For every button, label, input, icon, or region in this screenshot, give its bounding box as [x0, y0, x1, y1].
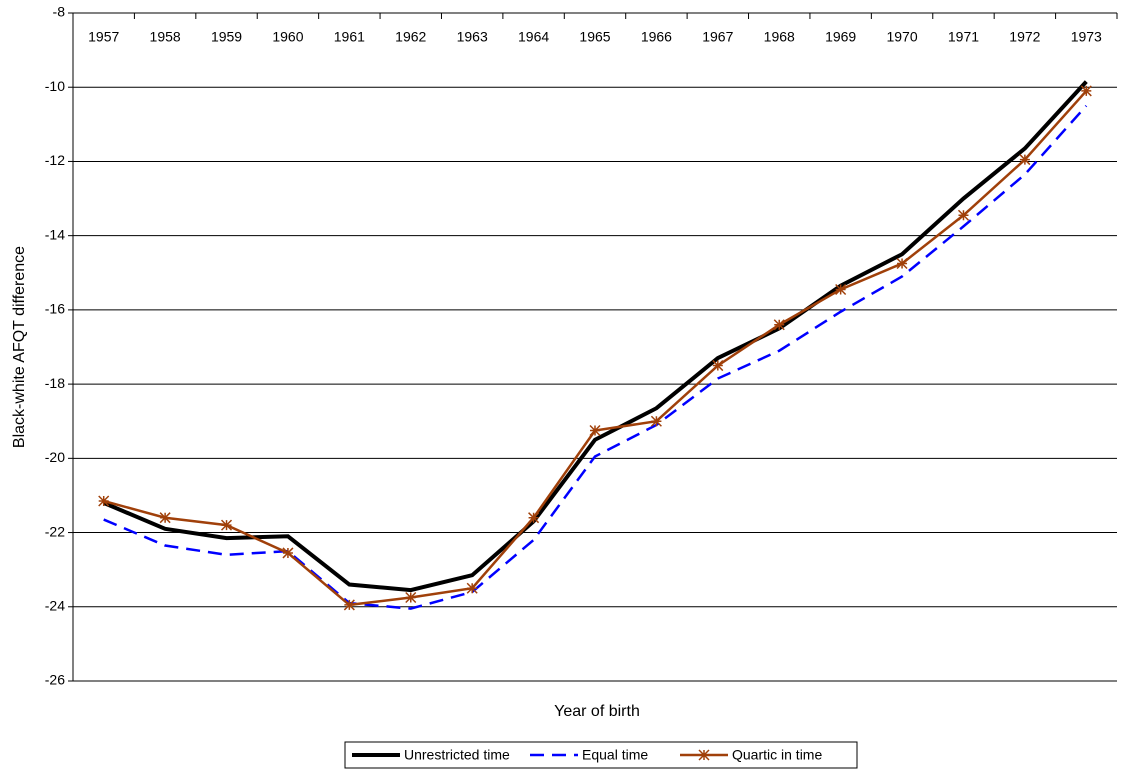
x-tick-label: 1968	[764, 29, 795, 45]
x-tick-label: 1957	[88, 29, 119, 45]
y-tick-label: -20	[45, 449, 65, 465]
x-tick-label: 1964	[518, 29, 549, 45]
series-line	[103, 104, 1088, 610]
y-tick-label: -22	[45, 523, 65, 539]
x-tick-label: 1962	[395, 29, 426, 45]
point-marker	[159, 512, 171, 524]
point-marker	[528, 512, 540, 524]
point-marker	[712, 360, 724, 372]
point-marker	[896, 257, 908, 270]
y-tick-label: -16	[45, 301, 65, 317]
point-marker	[589, 424, 601, 437]
point-marker	[1019, 154, 1031, 166]
point-marker	[466, 582, 478, 594]
x-axis-title: Year of birth	[554, 703, 640, 720]
y-tick-label: -26	[45, 672, 65, 688]
x-tick-label: 1963	[457, 29, 488, 45]
legend-marker	[698, 749, 710, 761]
point-marker	[1080, 85, 1092, 97]
point-marker	[282, 547, 294, 559]
x-tick-label: 1972	[1009, 29, 1040, 45]
x-tick-label: 1971	[948, 29, 979, 45]
legend-label: Equal time	[582, 747, 648, 763]
y-tick-label: -24	[45, 597, 65, 613]
x-tick-label: 1960	[272, 29, 303, 45]
x-tick-label: 1959	[211, 29, 242, 45]
series-line	[102, 80, 1088, 593]
point-marker	[773, 319, 785, 331]
x-tick-label: 1966	[641, 29, 672, 45]
point-marker	[343, 599, 355, 611]
legend-label: Unrestricted time	[404, 747, 510, 763]
point-marker	[835, 283, 847, 296]
y-tick-label: -18	[45, 375, 65, 391]
x-tick-label: 1967	[702, 29, 733, 45]
point-marker	[650, 415, 662, 427]
y-tick-label: -10	[45, 78, 65, 94]
point-marker	[957, 209, 970, 221]
y-tick-label: -14	[45, 226, 65, 242]
x-tick-label: 1969	[825, 29, 856, 45]
x-tick-label: 1958	[150, 29, 181, 45]
x-tick-label: 1965	[579, 29, 610, 45]
point-marker	[220, 519, 233, 531]
y-tick-label: -12	[45, 152, 65, 168]
legend-box	[344, 741, 858, 769]
x-tick-label: 1961	[334, 29, 365, 45]
y-axis-title: Black-white AFQT difference	[11, 246, 28, 448]
legend-label: Quartic in time	[732, 747, 822, 763]
x-tick-label: 1973	[1071, 29, 1102, 45]
x-tick-label: 1970	[886, 29, 917, 45]
y-tick-label: -8	[53, 4, 66, 20]
point-marker	[405, 591, 417, 604]
point-marker	[98, 495, 110, 507]
